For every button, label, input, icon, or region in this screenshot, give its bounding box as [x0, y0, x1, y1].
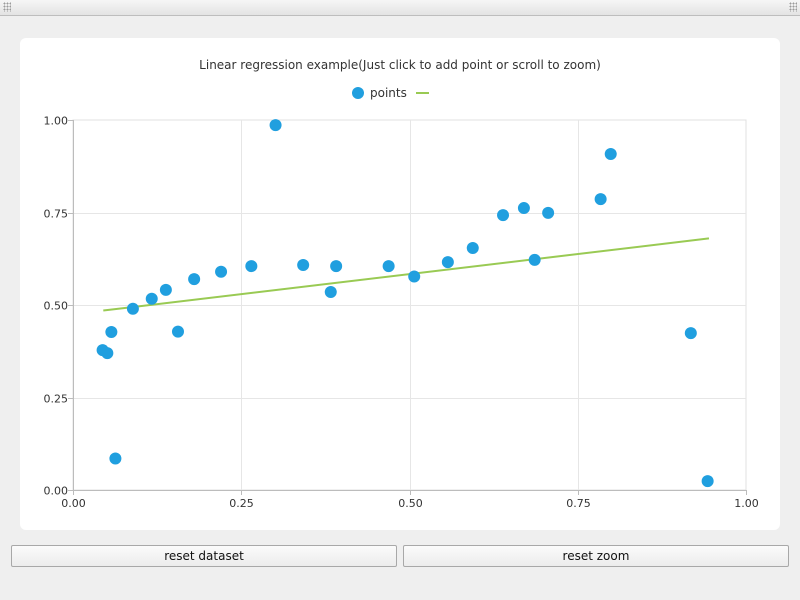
scatter-point[interactable]: [382, 260, 395, 273]
chart-title: Linear regression example(Just click to …: [199, 58, 601, 72]
scatter-point[interactable]: [497, 209, 510, 222]
scatter-point[interactable]: [466, 242, 479, 255]
scatter-point[interactable]: [528, 253, 541, 266]
scatter-point[interactable]: [215, 265, 228, 278]
scatter-point[interactable]: [188, 273, 201, 286]
x-tick-label: 0.00: [61, 497, 86, 510]
x-tick-label: 1.00: [734, 497, 759, 510]
scatter-point[interactable]: [269, 119, 282, 132]
scatter-point[interactable]: [408, 270, 421, 283]
x-tick-label: 0.50: [398, 497, 423, 510]
x-tick-label: 0.75: [566, 497, 591, 510]
scatter-point[interactable]: [145, 292, 158, 305]
plot-grid: [72, 119, 747, 491]
scatter-point[interactable]: [101, 347, 114, 360]
left-resize-grip-icon[interactable]: [3, 2, 11, 12]
scatter-point[interactable]: [542, 206, 555, 219]
y-tick-label: 0.25: [44, 393, 69, 406]
regression-chart[interactable]: Linear regression example(Just click to …: [20, 38, 780, 530]
legend-points-marker[interactable]: [352, 87, 364, 99]
y-tick-label: 0.00: [44, 485, 69, 498]
reset-dataset-button[interactable]: reset dataset: [11, 545, 397, 567]
scatter-point[interactable]: [324, 286, 337, 299]
scatter-point[interactable]: [126, 302, 139, 315]
scatter-point[interactable]: [594, 193, 607, 206]
scatter-point[interactable]: [297, 259, 310, 272]
regression-line: [103, 237, 710, 312]
scatter-point[interactable]: [441, 256, 454, 269]
legend-points-label[interactable]: points: [370, 86, 407, 100]
window-titlebar: [0, 0, 800, 16]
scatter-point[interactable]: [330, 260, 343, 273]
axes: 0.00 0.25 0.50 0.75 1.00 0.00 0.25 0.50 0.75 1.00: [44, 115, 759, 511]
scatter-point[interactable]: [105, 326, 118, 339]
scatter-point[interactable]: [171, 325, 184, 338]
x-tick-label: 0.25: [229, 497, 254, 510]
y-tick-label: 0.50: [44, 300, 69, 313]
y-tick-label: 1.00: [44, 115, 69, 128]
y-tick-label: 0.75: [44, 208, 69, 221]
scatter-point[interactable]: [109, 452, 122, 465]
regression-line-layer: [103, 237, 710, 312]
scatter-point[interactable]: [684, 327, 697, 340]
legend: points: [352, 86, 429, 100]
scatter-points[interactable]: [96, 119, 714, 488]
scatter-point[interactable]: [517, 202, 530, 215]
scatter-point[interactable]: [701, 475, 714, 488]
scatter-point[interactable]: [159, 283, 172, 296]
scatter-point[interactable]: [604, 148, 617, 161]
right-resize-grip-icon[interactable]: [789, 2, 797, 12]
reset-zoom-button[interactable]: reset zoom: [403, 545, 789, 567]
scatter-point[interactable]: [245, 260, 258, 273]
chart-view[interactable]: Linear regression example(Just click to …: [20, 38, 780, 530]
